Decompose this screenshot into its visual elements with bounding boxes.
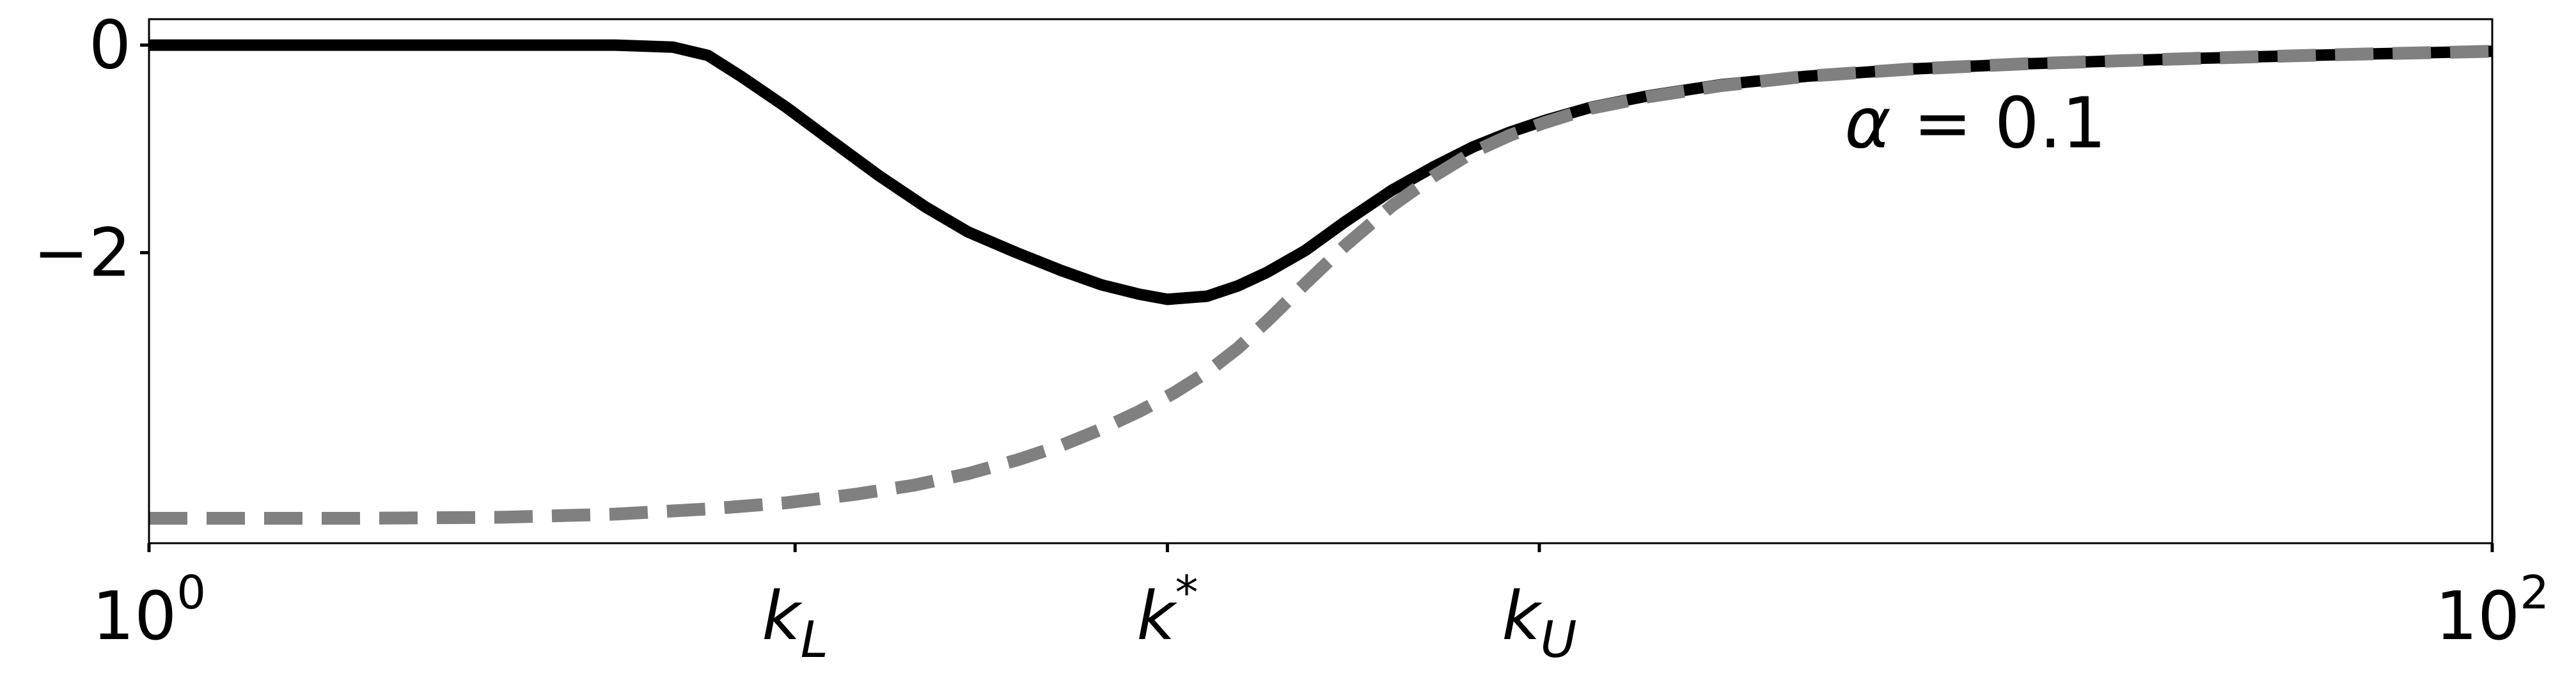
x-tick-label: 100 <box>92 566 206 655</box>
tick-layer: 100 kL k* kU 102 0 −2 <box>33 6 2549 669</box>
y-tick-label: −2 <box>33 213 131 291</box>
dashed-series-line <box>149 45 2493 525</box>
x-tick-label: kL <box>762 577 828 669</box>
x-tick-label: k* <box>1136 566 1198 655</box>
y-tick-label: 0 <box>89 6 131 84</box>
series-layer <box>149 39 2493 525</box>
x-tick-label: kU <box>1502 577 1576 669</box>
x-tick-label: 102 <box>2435 566 2549 655</box>
plot-frame <box>148 18 2494 544</box>
alpha-annotation: α = 0.1 <box>1844 82 2107 164</box>
annotation-layer: α = 0.1 <box>1844 82 2107 164</box>
